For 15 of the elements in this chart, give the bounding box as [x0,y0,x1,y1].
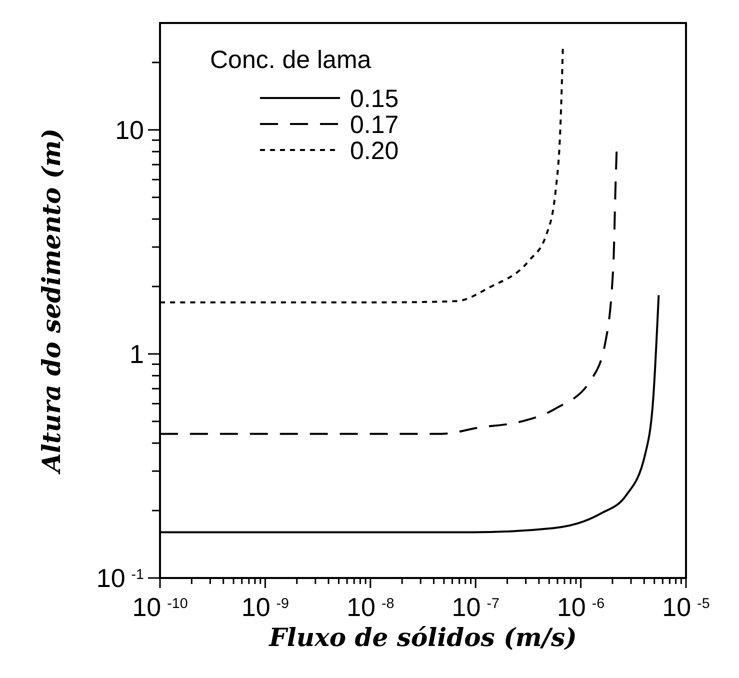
x-tick-label: 10$^{-8}$ [346,592,394,622]
legend-title: Conc. de lama [210,46,372,74]
legend-label: 0.17 [350,111,399,139]
y-axis-title: Altura do sedimento (m) [37,128,66,475]
x-tick-label: 10$^{-6}$ [556,592,605,622]
legend-label: 0.20 [350,137,399,165]
y-tick-label: 1 [130,338,144,369]
x-tick-label: 10$^{-5}$ [662,592,710,622]
x-tick-label: 10$^{-9}$ [241,592,290,622]
y-tick-label: 10$^{-1}$ [96,563,144,593]
x-axis-title: Fluxo de sólidos (m/s) [268,623,577,652]
y-tick-label: 10 [115,114,144,145]
x-tick-label: 10$^{-7}$ [452,592,500,622]
legend-label: 0.15 [350,85,399,113]
x-tick-label: 10$^{-10}$ [132,592,188,622]
